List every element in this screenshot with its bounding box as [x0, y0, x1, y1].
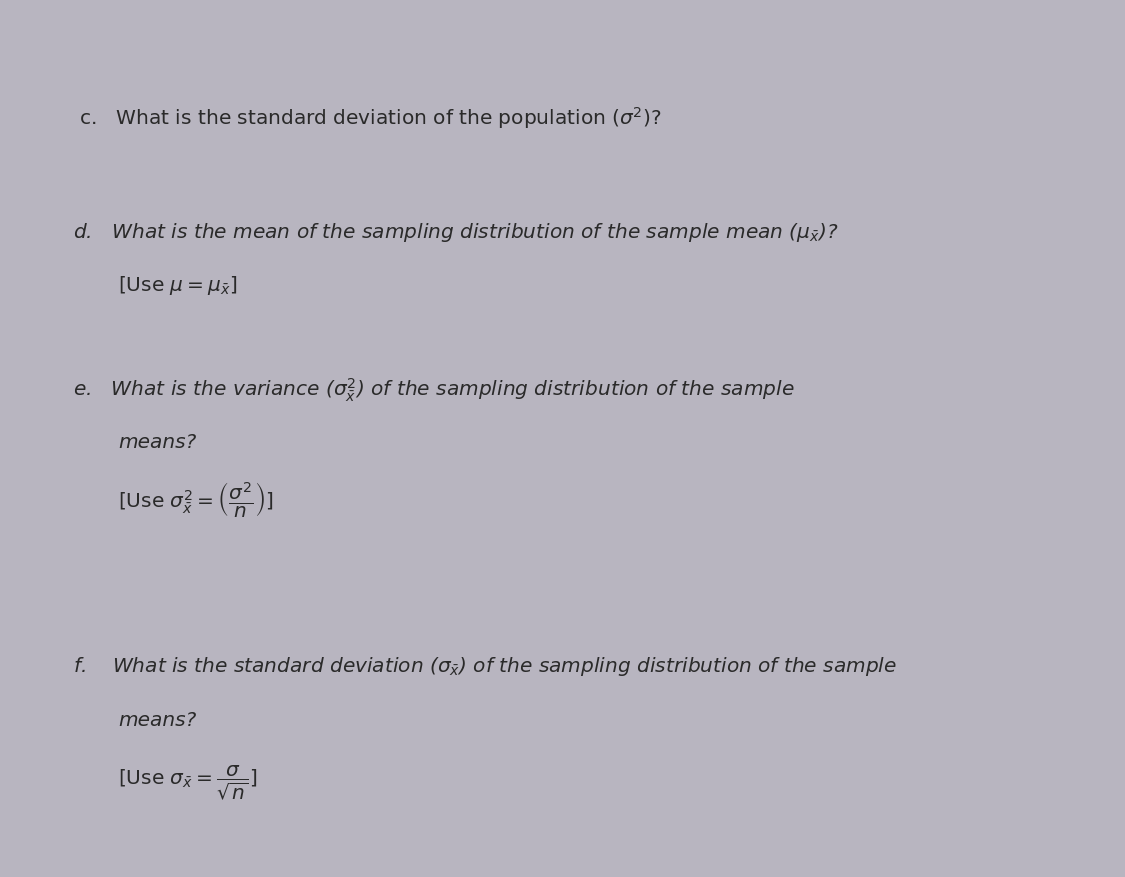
Text: [Use $\sigma^2_{\bar{x}} = \left(\dfrac{\sigma^2}{n}\right)$]: [Use $\sigma^2_{\bar{x}} = \left(\dfrac{…	[118, 481, 273, 519]
Text: d.   What is the mean of the sampling distribution of the sample mean ($\mu_{\ba: d. What is the mean of the sampling dist…	[73, 221, 839, 244]
Text: [Use $\sigma_{\bar{x}} = \dfrac{\sigma}{\sqrt{n}}$]: [Use $\sigma_{\bar{x}} = \dfrac{\sigma}{…	[118, 763, 258, 802]
Text: means?: means?	[118, 433, 197, 453]
Text: [Use $\mu = \mu_{\bar{x}}$]: [Use $\mu = \mu_{\bar{x}}$]	[118, 274, 237, 296]
Text: c.   What is the standard deviation of the population ($\sigma^2$)?: c. What is the standard deviation of the…	[79, 105, 662, 132]
Text: e.   What is the variance ($\sigma^2_{\bar{x}}$) of the sampling distribution of: e. What is the variance ($\sigma^2_{\bar…	[73, 376, 794, 404]
Text: means?: means?	[118, 711, 197, 731]
Text: f.    What is the standard deviation ($\sigma_{\bar{x}}$) of the sampling distri: f. What is the standard deviation ($\sig…	[73, 655, 897, 678]
